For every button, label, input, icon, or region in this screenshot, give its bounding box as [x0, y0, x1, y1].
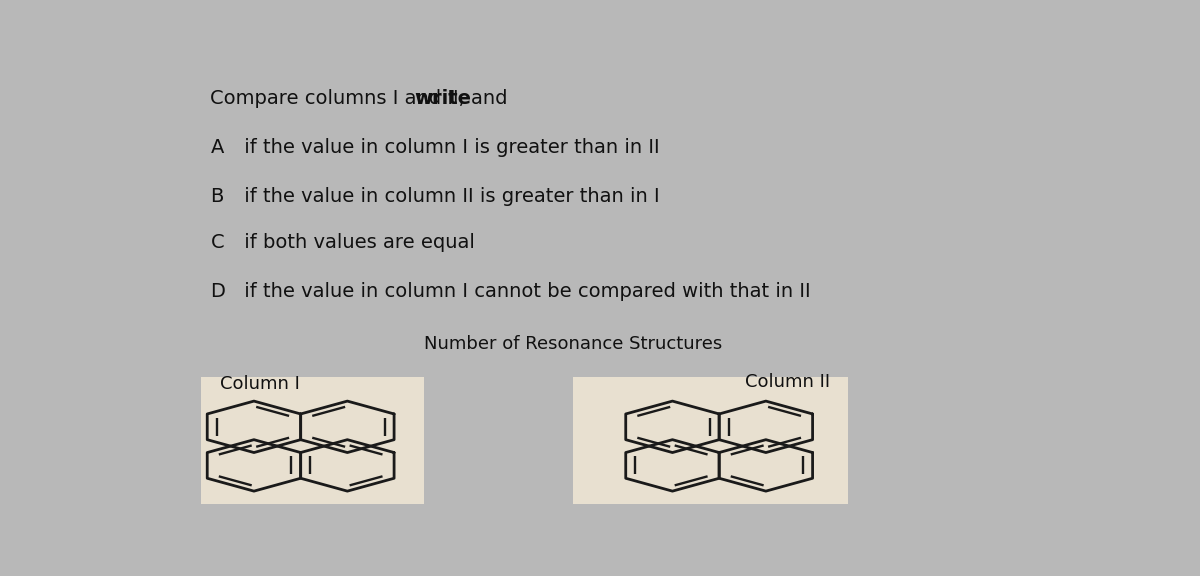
Text: D: D — [210, 282, 226, 301]
Text: Number of Resonance Structures: Number of Resonance Structures — [425, 335, 722, 353]
Text: A: A — [210, 138, 224, 157]
Text: if the value in column II is greater than in I: if the value in column II is greater tha… — [239, 187, 660, 206]
FancyBboxPatch shape — [202, 377, 425, 504]
Text: Compare columns I and II, and: Compare columns I and II, and — [210, 89, 515, 108]
Text: Column II: Column II — [745, 373, 830, 391]
Text: if both values are equal: if both values are equal — [239, 233, 475, 252]
Text: if the value in column I is greater than in II: if the value in column I is greater than… — [239, 138, 660, 157]
Text: B: B — [210, 187, 224, 206]
Text: write: write — [414, 89, 472, 108]
FancyBboxPatch shape — [574, 377, 847, 504]
Text: Column I: Column I — [220, 375, 300, 393]
Text: C: C — [210, 233, 224, 252]
Text: if the value in column I cannot be compared with that in II: if the value in column I cannot be compa… — [239, 282, 811, 301]
